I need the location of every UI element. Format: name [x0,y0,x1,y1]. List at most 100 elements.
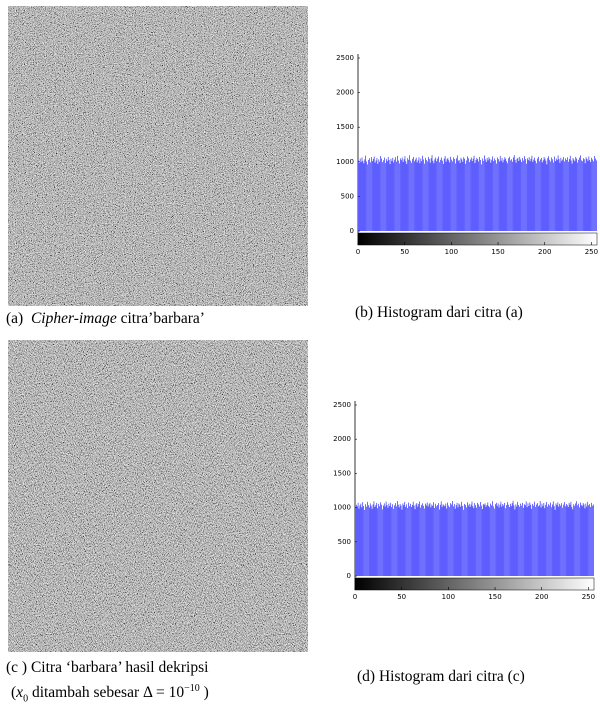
bar [557,502,559,576]
bar [572,509,574,576]
bar [500,501,502,576]
bar [417,160,419,231]
bar [523,504,525,576]
bar [532,161,534,231]
bar [406,504,407,576]
bar [434,159,436,231]
bar [544,158,546,231]
bar [475,160,477,231]
bar [515,162,517,231]
caption-sup: −10 [184,683,200,694]
bar [399,163,400,231]
bar [502,162,504,231]
bar [577,162,578,231]
bar [413,505,415,576]
bar [447,502,448,576]
bar [484,503,486,576]
bar [454,158,455,231]
bar [444,506,446,576]
bar [418,157,420,231]
bar [427,161,428,231]
bar [492,501,493,576]
bar [534,501,535,576]
bar [565,158,566,231]
bar [385,162,386,231]
bar [527,503,529,576]
bar [456,155,458,231]
bar [553,506,555,576]
x-tick-label: 100 [445,248,458,256]
bar [580,505,582,576]
bar [451,159,452,231]
bar [471,161,473,231]
bar [569,504,571,576]
bar [589,160,591,231]
bar [520,159,522,231]
bar [372,158,374,231]
bar [477,502,478,576]
bar [419,163,421,231]
bar [443,158,445,231]
bar [588,505,589,576]
bar [592,159,593,231]
bar [556,160,558,231]
bar [495,504,496,576]
caption-a: (a) Cipher-image citra’barbara’ [6,310,205,328]
bar [467,156,468,231]
bar [556,505,558,576]
y-tick-label: 0 [347,572,351,580]
bar [473,508,475,576]
x-tick-label: 150 [491,248,504,256]
bar [517,157,519,231]
bar [398,160,399,231]
bar [373,156,375,231]
bar [385,501,387,576]
bar [388,160,390,231]
bar [456,158,457,231]
caption-part: ditambah sebesar Δ = 10 [28,684,185,702]
bar [397,501,398,576]
bar [449,507,450,576]
bar [516,506,518,576]
bar [412,158,413,231]
bar [553,162,554,231]
bar [372,504,374,576]
bar [450,156,451,231]
bar [465,504,466,576]
bar [466,507,467,576]
bar [376,502,378,576]
bar [559,162,561,231]
bar [495,160,496,231]
bar [581,160,582,231]
bar [389,505,391,576]
bar [533,159,535,231]
bar [480,501,481,576]
bar [478,504,479,576]
bar [428,159,430,231]
y-tick-label: 2500 [336,54,354,62]
y-tick-label: 1000 [336,158,354,166]
decrypted-image [8,340,308,652]
bar [559,503,561,576]
bar [420,507,421,576]
bar [522,157,523,231]
bar [565,504,567,576]
bar [433,163,435,231]
bar [476,507,477,576]
bar [378,503,379,576]
bar [370,505,372,576]
bar [511,503,513,576]
bar [514,159,516,231]
bar [541,162,543,231]
bar [442,164,444,231]
bar [366,161,367,231]
bar [389,164,391,231]
bar [472,158,474,231]
bar [551,504,553,576]
bar [532,503,533,576]
bar [407,508,408,576]
bar [543,157,545,231]
bar [421,161,423,231]
caption-label: (a) [6,310,24,327]
bar [577,505,578,576]
